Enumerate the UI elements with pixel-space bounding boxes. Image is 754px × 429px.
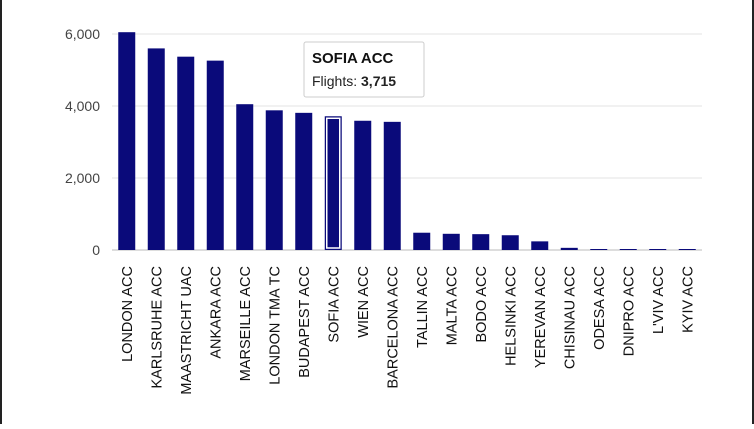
bar[interactable] (118, 32, 136, 251)
x-category-label: MAASTRICHT UAC (179, 266, 195, 395)
tooltip-title: SOFIA ACC (312, 50, 394, 67)
x-category-label: DNIPRO ACC (621, 266, 637, 356)
x-category-label: MALTA ACC (444, 266, 460, 345)
bar[interactable] (442, 233, 460, 250)
tooltip: SOFIA ACC Flights: 3,715 (303, 41, 425, 98)
bar[interactable] (324, 116, 342, 250)
x-category-label: CHISINAU ACC (562, 266, 578, 369)
bar[interactable] (649, 249, 667, 250)
x-category-label: L'VIV ACC (651, 266, 667, 334)
y-axis-ticks: 0 2,000 4,000 6,000 (65, 26, 100, 258)
x-category-label: WIEN ACC (356, 266, 372, 338)
bar[interactable] (560, 247, 578, 250)
bar[interactable] (619, 249, 637, 250)
y-tick-label: 4,000 (65, 98, 100, 114)
tooltip-box (303, 41, 425, 98)
bar[interactable] (354, 120, 372, 250)
x-category-label: KYIV ACC (680, 266, 696, 333)
tooltip-value-line: Flights: 3,715 (312, 73, 396, 89)
bar[interactable] (678, 249, 696, 250)
x-category-label: MARSEILLE ACC (238, 266, 254, 381)
bar[interactable] (265, 110, 283, 250)
bar[interactable] (590, 249, 608, 250)
bar[interactable] (501, 235, 519, 250)
x-category-label: ODESA ACC (592, 266, 608, 350)
y-tick-label: 6,000 (65, 26, 100, 42)
y-tick-label: 2,000 (65, 170, 100, 186)
x-category-label: ANKARA ACC (208, 266, 224, 359)
bar[interactable] (531, 241, 549, 250)
x-axis-labels: LONDON ACC KARLSRUHE ACC MAASTRICHT UAC ANK… (120, 266, 697, 395)
bars (118, 32, 696, 251)
x-category-label: LONDON ACC (120, 266, 136, 362)
x-category-label: LONDON TMA TC (267, 266, 283, 385)
bar[interactable] (472, 234, 490, 250)
bar-highlight (326, 117, 341, 249)
bar[interactable] (295, 112, 313, 250)
y-tick-label: 0 (92, 242, 100, 258)
x-category-label: SOFIA ACC (326, 266, 342, 343)
bar[interactable] (147, 48, 165, 251)
tooltip-value: 3,715 (361, 73, 396, 89)
tooltip-label: Flights: (312, 73, 361, 89)
bar[interactable] (236, 104, 254, 250)
bar[interactable] (206, 60, 224, 250)
bar[interactable] (413, 232, 431, 250)
x-category-label: HELSINKI ACC (503, 266, 519, 366)
x-category-label: TALLIN ACC (415, 266, 431, 348)
x-category-label: KARLSRUHE ACC (149, 266, 165, 388)
x-category-label: BUDAPEST ACC (297, 266, 313, 378)
x-category-label: YEREVAN ACC (533, 266, 549, 368)
x-category-label: BARCELONA ACC (385, 266, 401, 389)
bar[interactable] (177, 56, 195, 251)
x-category-label: BODO ACC (474, 266, 490, 343)
bar[interactable] (383, 121, 401, 250)
